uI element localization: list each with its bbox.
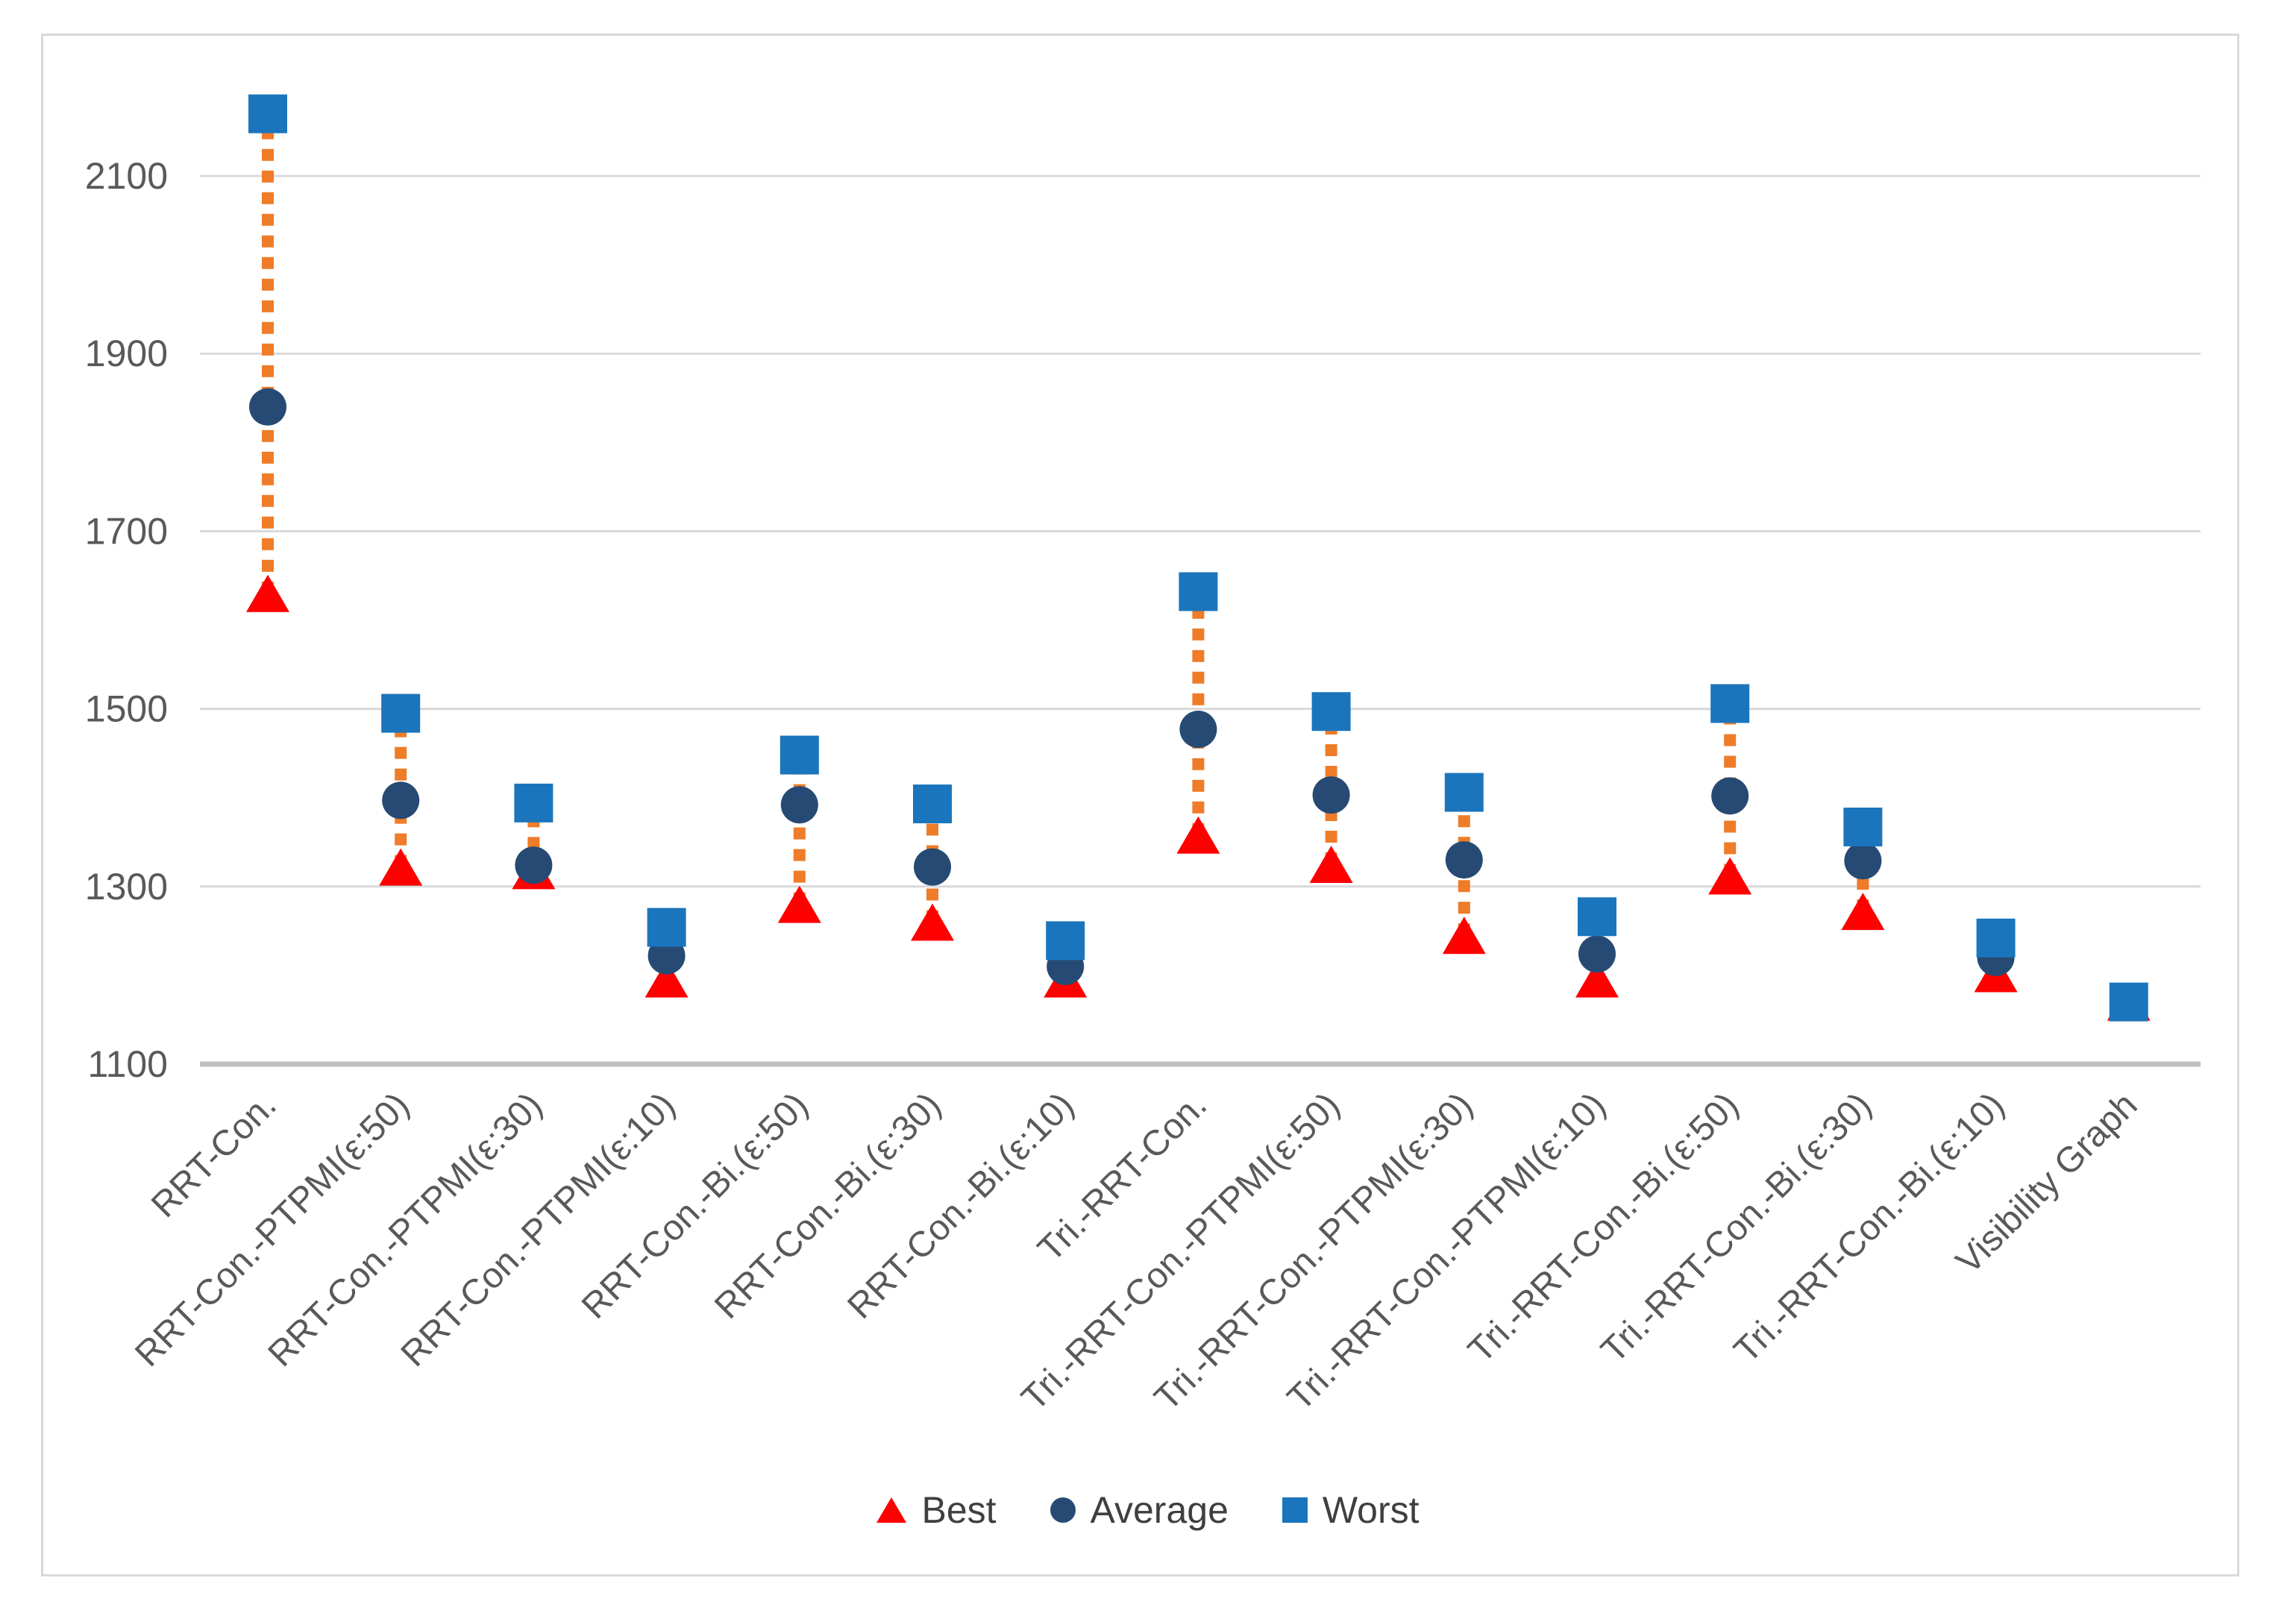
best-marker [246, 574, 289, 612]
best-marker [379, 848, 423, 886]
best-marker [1575, 960, 1619, 998]
average-marker [1179, 710, 1217, 748]
average-marker [914, 848, 951, 886]
x-category-label: RRT-Con.-Bi.(ε:50) [574, 1085, 816, 1327]
best-marker [1708, 857, 1752, 895]
average-circle-icon [1050, 1497, 1076, 1523]
worst-marker [2109, 982, 2148, 1022]
x-category-label: Tri.-RRT-Con.-Bi.(ε:10) [1727, 1085, 2013, 1371]
best-triangle-icon [876, 1497, 907, 1523]
x-category-label: RRT-Con.-PTPMI(ε:50) [128, 1085, 417, 1374]
y-tick-label: 2100 [85, 155, 168, 197]
legend-label-average: Average [1090, 1489, 1229, 1531]
legend-label-best: Best [921, 1489, 997, 1531]
legend-item-best: Best [876, 1489, 997, 1531]
worst-marker [647, 908, 686, 947]
average-marker [515, 846, 553, 884]
legend-label-worst: Worst [1322, 1489, 1420, 1531]
y-tick-label: 1700 [85, 510, 168, 552]
worst-marker [1444, 773, 1484, 812]
best-marker [777, 885, 821, 923]
worst-marker [1046, 921, 1085, 960]
average-marker [1312, 776, 1350, 814]
worst-marker [1311, 692, 1351, 732]
worst-marker [248, 94, 287, 133]
worst-marker [1578, 897, 1616, 937]
y-tick-label: 1900 [85, 333, 168, 374]
worst-marker [514, 783, 553, 823]
x-category-label: RRT-Con.-Bi.(ε:10) [840, 1085, 1082, 1327]
best-marker [911, 903, 954, 941]
average-marker [382, 782, 420, 820]
y-tick-label: 1300 [85, 866, 168, 908]
best-marker [1309, 846, 1353, 884]
best-marker [1841, 893, 1885, 931]
average-marker [1711, 777, 1749, 815]
worst-marker [780, 735, 819, 775]
average-marker [780, 786, 818, 824]
average-marker [1445, 841, 1483, 879]
x-category-label: RRT-Con.-PTPMI(ε:30) [260, 1085, 550, 1374]
average-marker [1578, 935, 1616, 973]
worst-marker [1179, 572, 1218, 611]
y-tick-label: 1100 [87, 1043, 168, 1085]
x-category-label: RRT-Con.-Bi.(ε:30) [707, 1085, 949, 1327]
x-category-label: Tri.-RRT-Con.-Bi.(ε:30) [1594, 1085, 1880, 1371]
chart-legend: Best Average Worst [0, 1491, 2296, 1529]
worst-marker [381, 694, 421, 733]
x-category-label: Tri.-RRT-Con.-Bi.(ε:50) [1461, 1085, 1746, 1371]
average-marker [1844, 842, 1882, 880]
worst-marker [1843, 808, 1883, 847]
worst-marker [913, 784, 952, 824]
worst-square-icon [1282, 1497, 1308, 1523]
y-tick-label: 1500 [85, 688, 168, 730]
best-marker [1442, 916, 1486, 955]
worst-marker [1710, 684, 1750, 723]
x-category-label: RRT-Con.-PTPMI(ε:10) [394, 1085, 683, 1374]
legend-item-average: Average [1050, 1491, 1229, 1529]
worst-marker [1976, 918, 2016, 957]
average-marker [249, 388, 286, 426]
best-marker [644, 960, 689, 998]
x-category-label: RRT-Con. [144, 1085, 284, 1225]
best-marker [1176, 816, 1220, 854]
legend-item-worst: Worst [1282, 1491, 1420, 1529]
